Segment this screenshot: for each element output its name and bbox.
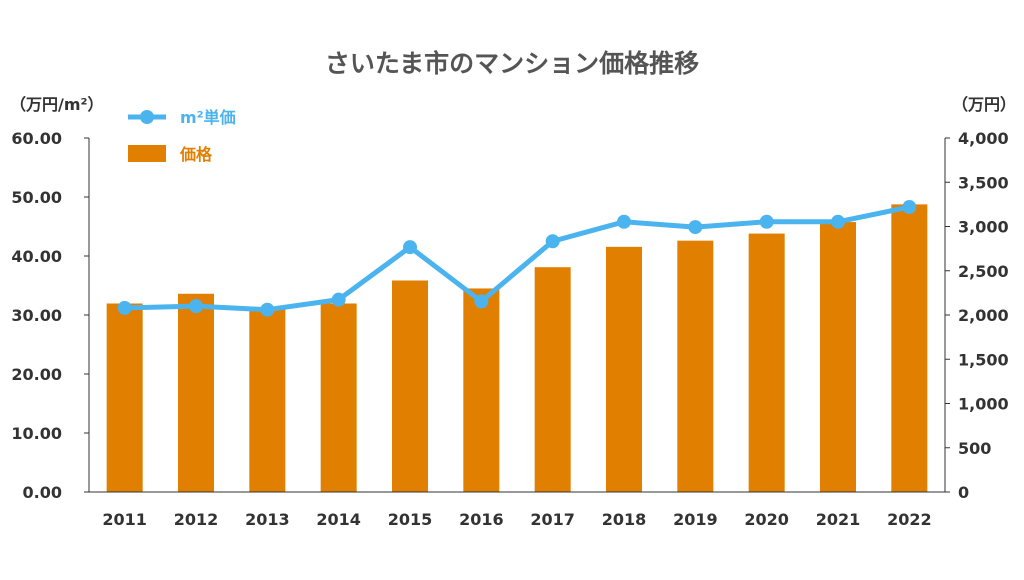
left-tick-label: 60.00	[11, 129, 62, 148]
right-tick-label: 4,000	[958, 129, 1009, 148]
x-tick-label: 2015	[388, 510, 433, 529]
bar-2015	[392, 280, 428, 492]
bar-2013	[249, 307, 286, 492]
x-tick-label: 2012	[174, 510, 219, 529]
ticks-layer: 0.00 10.00 20.00 30.00 40.00 50.00 60.00 0 500 1,…	[11, 129, 1008, 529]
x-tick-label: 2019	[673, 510, 718, 529]
bar-2020	[748, 233, 785, 492]
right-tick-label: 1,000	[958, 395, 1009, 414]
bar-2018	[606, 246, 642, 492]
x-tick-label: 2022	[887, 510, 932, 529]
unit-price-point-2020	[759, 214, 774, 229]
unit-price-point-2016	[474, 294, 489, 309]
bar-2014	[320, 303, 357, 492]
line-layer	[117, 200, 917, 317]
bar-2022	[891, 204, 928, 492]
left-tick-label: 20.00	[11, 365, 62, 384]
bar-2021	[820, 222, 856, 492]
right-axis-unit: （万円）	[952, 95, 1016, 114]
bar-2019	[677, 240, 714, 492]
legend-bar-swatch	[128, 145, 166, 162]
legend-line-label: m²単価	[180, 108, 236, 127]
x-tick-label: 2011	[102, 510, 147, 529]
bars-layer	[106, 204, 928, 492]
unit-price-line	[124, 204, 910, 313]
unit-price-point-2011	[117, 300, 132, 315]
left-tick-label: 10.00	[11, 424, 62, 443]
right-tick-label: 1,500	[958, 350, 1009, 369]
left-axis-unit: （万円/m²）	[10, 95, 104, 114]
unit-price-point-2015	[403, 240, 417, 255]
right-tick-label: 3,000	[958, 218, 1009, 237]
left-tick-label: 40.00	[11, 247, 62, 266]
x-tick-label: 2018	[602, 510, 647, 529]
right-tick-label: 2,000	[958, 306, 1009, 325]
unit-price-point-2019	[688, 220, 703, 235]
bar-2012	[178, 293, 214, 492]
unit-price-point-2018	[617, 214, 631, 229]
x-tick-label: 2017	[530, 510, 575, 529]
right-tick-label: 2,500	[958, 262, 1009, 281]
chart-title: さいたま市のマンション価格推移	[325, 49, 699, 78]
right-tick-label: 3,500	[958, 173, 1009, 192]
bar-2016	[463, 288, 500, 492]
x-tick-label: 2014	[316, 510, 361, 529]
right-tick-label: 500	[958, 439, 991, 458]
unit-price-point-2014	[331, 292, 346, 307]
unit-price-point-2012	[189, 299, 203, 314]
bar-2011	[106, 303, 143, 492]
x-tick-label: 2016	[459, 510, 504, 529]
x-tick-label: 2020	[744, 510, 789, 529]
bar-2017	[534, 267, 571, 492]
unit-price-point-2022	[902, 200, 917, 215]
legend-line-marker	[140, 110, 154, 124]
x-tick-label: 2013	[245, 510, 290, 529]
unit-price-point-2013	[260, 302, 275, 317]
axes-layer	[88, 138, 946, 493]
legend-bar-label: 価格	[179, 145, 213, 164]
x-tick-label: 2021	[816, 510, 861, 529]
unit-price-point-2021	[831, 214, 845, 229]
right-tick-label: 0	[958, 483, 969, 502]
left-tick-label: 50.00	[11, 188, 62, 207]
left-tick-label: 0.00	[23, 483, 62, 502]
legend: m²単価 価格	[128, 108, 236, 164]
unit-price-point-2017	[545, 234, 560, 249]
left-tick-label: 30.00	[11, 306, 62, 325]
